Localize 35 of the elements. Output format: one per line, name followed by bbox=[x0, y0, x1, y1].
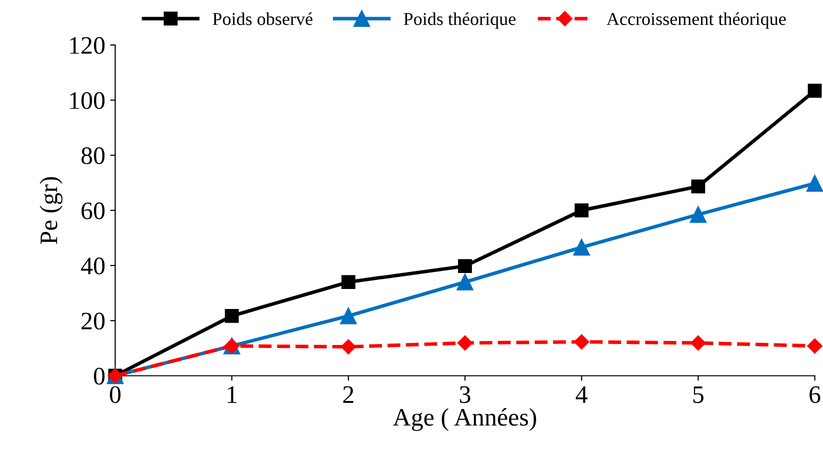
point bbox=[574, 203, 589, 218]
y-tick-label: 20 bbox=[82, 312, 105, 330]
point bbox=[458, 259, 472, 273]
y-tick-label: 100 bbox=[70, 92, 105, 110]
point bbox=[340, 339, 356, 354]
point bbox=[808, 84, 822, 98]
legend-label: Accroissement théorique bbox=[606, 12, 786, 29]
point bbox=[691, 179, 706, 194]
y-tick-label: 0 bbox=[94, 368, 105, 385]
legend-label: Poids théorique bbox=[404, 12, 516, 29]
point bbox=[573, 238, 590, 256]
legend-label: Poids observé bbox=[212, 12, 312, 26]
x-tick-label: 4 bbox=[576, 386, 588, 403]
x-tick-label: 6 bbox=[810, 386, 820, 404]
x-tick-label: 3 bbox=[460, 386, 470, 404]
x-tick-label: 1 bbox=[228, 386, 237, 403]
point bbox=[456, 274, 474, 290]
x-axis-title: Age ( Années) bbox=[393, 408, 536, 431]
x-tick-label: 2 bbox=[343, 386, 354, 403]
y-tick-label: 120 bbox=[70, 37, 105, 54]
y-axis-title: Pe (gr) bbox=[40, 177, 62, 244]
x-tick-label: 0 bbox=[110, 386, 121, 404]
point bbox=[341, 275, 356, 289]
y-tick-label: 40 bbox=[80, 258, 105, 274]
point bbox=[807, 338, 822, 354]
x-tick-label: 5 bbox=[693, 386, 704, 404]
y-tick-label: 60 bbox=[82, 202, 105, 220]
point bbox=[340, 308, 357, 324]
y-tick-label: 80 bbox=[81, 147, 105, 164]
point bbox=[806, 175, 823, 192]
point bbox=[690, 206, 707, 223]
point bbox=[457, 335, 473, 351]
point bbox=[224, 308, 239, 323]
point bbox=[574, 334, 590, 350]
point bbox=[690, 335, 706, 351]
